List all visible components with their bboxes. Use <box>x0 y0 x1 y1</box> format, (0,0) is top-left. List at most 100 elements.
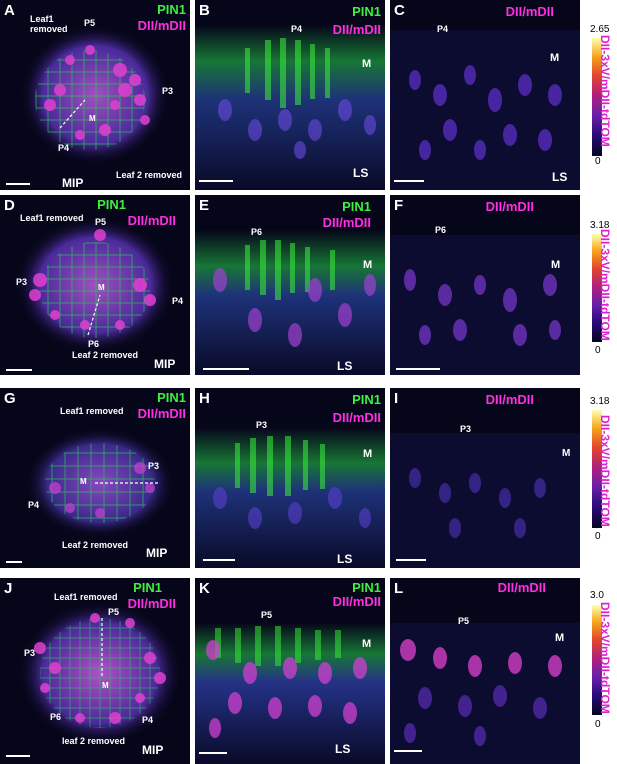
dii-label: DII/mDII <box>137 406 186 421</box>
colorbar-min: 0 <box>595 156 601 167</box>
leaf1-removed-label: Leaf1 removed <box>54 592 118 602</box>
panel-g-mip: G Leaf1 removed P3 P4 M PIN1 DII/mDII Le… <box>0 388 190 568</box>
projection-mode-label: MIP <box>142 743 164 757</box>
panel-k-section: K PIN1 DII/mDII P5 M LS <box>195 578 385 764</box>
primordium-label: P5 <box>84 18 96 28</box>
pin1-label: PIN1 <box>133 580 162 595</box>
dii-label: DII/mDII <box>485 392 534 407</box>
section-mode-label: LS <box>552 170 568 184</box>
primordium-label: P6 <box>251 227 263 237</box>
primordium-label: P6 <box>88 339 100 349</box>
colorbar-max: 3.18 <box>590 220 610 231</box>
leaf2-removed-label: Leaf 2 removed <box>72 350 139 360</box>
colorbar-title: DII-3xV/mDII-tdTOM <box>598 35 612 147</box>
panel-l-dii-section: L DII/mDII P5 M <box>390 578 580 764</box>
meristem-label: M <box>362 638 372 650</box>
panel-f-dii-section: F DII/mDII P6 M <box>390 195 580 375</box>
dii-label: DII/mDII <box>332 594 381 609</box>
panel-a-mip: A Leaf1 removed P5 P3 P4 M PIN1 DII/mDII… <box>0 0 190 190</box>
panel-j-mip: J Leaf1 removed P5 P3 P6 P4 M PIN1 DII/m… <box>0 578 190 764</box>
meristem-label: M <box>80 477 87 486</box>
primordium-label: P3 <box>16 277 28 287</box>
scale-bar <box>6 183 30 185</box>
meristem-label: M <box>89 114 96 123</box>
panel-letter: F <box>394 197 404 214</box>
panel-i-dii-section: I DII/mDII P3 M <box>390 388 580 568</box>
projection-mode-label: MIP <box>62 176 84 190</box>
scale-bar <box>394 750 422 752</box>
scale-bar <box>6 369 32 371</box>
meristem-label: M <box>363 259 373 271</box>
meristem-image <box>20 25 170 165</box>
pin1-label: PIN1 <box>157 2 186 17</box>
panel-b-section: B PIN1 DII/mDII P4 M LS <box>195 0 385 190</box>
colorbar-max: 3.0 <box>590 590 604 601</box>
dii-label: DII/mDII <box>485 199 534 214</box>
dii-label: DII/mDII <box>332 22 381 37</box>
section-image <box>195 428 385 568</box>
section-mode-label: LS <box>337 552 353 566</box>
section-image <box>195 623 385 764</box>
dii-label: DII/mDII <box>332 410 381 425</box>
meristem-image <box>15 217 175 353</box>
scale-bar <box>6 561 22 563</box>
panel-letter: B <box>199 2 210 19</box>
panel-d-mip: D Leaf1 removed P5 P3 P4 P6 M PIN1 DII/m… <box>0 195 190 375</box>
colorbar-title: DII-3xV/mDII-tdTOM <box>598 415 612 527</box>
meristem-image <box>25 428 175 538</box>
panel-letter: D <box>4 197 15 214</box>
projection-mode-label: MIP <box>146 546 168 560</box>
primordium-label: P4 <box>172 296 184 306</box>
primordium-label: P3 <box>162 86 174 96</box>
primordium-label: P6 <box>50 712 62 722</box>
dii-label: DII/mDII <box>127 596 176 611</box>
scale-bar <box>203 368 249 370</box>
panel-letter: H <box>199 390 210 407</box>
leaf2-removed-label: leaf 2 removed <box>62 736 126 746</box>
dii-label: DII/mDII <box>137 18 186 33</box>
colorbar-min: 0 <box>595 531 601 542</box>
meristem-label: M <box>362 58 372 70</box>
meristem-label: M <box>102 681 109 690</box>
primordium-label: P5 <box>458 616 470 626</box>
panel-letter: I <box>394 390 399 407</box>
primordium-label: P4 <box>437 24 449 34</box>
panel-letter: L <box>394 580 404 597</box>
scale-bar <box>203 559 235 561</box>
section-image <box>195 25 385 190</box>
colorbar-max: 3.18 <box>590 396 610 407</box>
panel-c-dii-section: C DII/mDII P4 M LS <box>390 0 580 190</box>
colorbar-4 <box>592 605 602 715</box>
primordium-label: P4 <box>291 24 303 34</box>
primordium-label: P3 <box>256 420 268 430</box>
primordium-label: P4 <box>142 715 154 725</box>
scale-bar <box>199 752 227 754</box>
meristem-label: M <box>555 632 565 644</box>
panel-letter: E <box>199 197 210 214</box>
panel-letter: C <box>394 2 405 19</box>
section-mode-label: LS <box>337 359 353 373</box>
panel-letter: J <box>4 580 13 597</box>
panel-letter: G <box>4 390 16 407</box>
meristem-label: M <box>551 259 561 271</box>
scale-bar <box>199 180 233 182</box>
dii-label: DII/mDII <box>322 215 371 230</box>
scale-bar <box>394 180 424 182</box>
projection-mode-label: MIP <box>154 357 176 371</box>
scale-bar <box>6 755 30 757</box>
pin1-label: PIN1 <box>352 392 381 407</box>
leaf1-removed-label: Leaf1 removed <box>20 213 84 223</box>
dii-label: DII/mDII <box>497 580 546 595</box>
leaf1-removed-label: Leaf1 removed <box>60 406 124 416</box>
primordium-label: P3 <box>24 648 36 658</box>
meristem-label: M <box>98 283 105 292</box>
pin1-label: PIN1 <box>342 199 371 214</box>
colorbar-min: 0 <box>595 719 601 730</box>
section-mode-label: LS <box>353 166 369 180</box>
dii-section-image <box>390 235 580 375</box>
primordium-label: P6 <box>435 225 447 235</box>
leaf2-removed-label: Leaf 2 removed <box>62 540 129 550</box>
dii-label: DII/mDII <box>505 4 554 19</box>
colorbar-3 <box>592 410 602 528</box>
colorbar-title: DII-3xV/mDII-tdTOM <box>598 602 612 714</box>
